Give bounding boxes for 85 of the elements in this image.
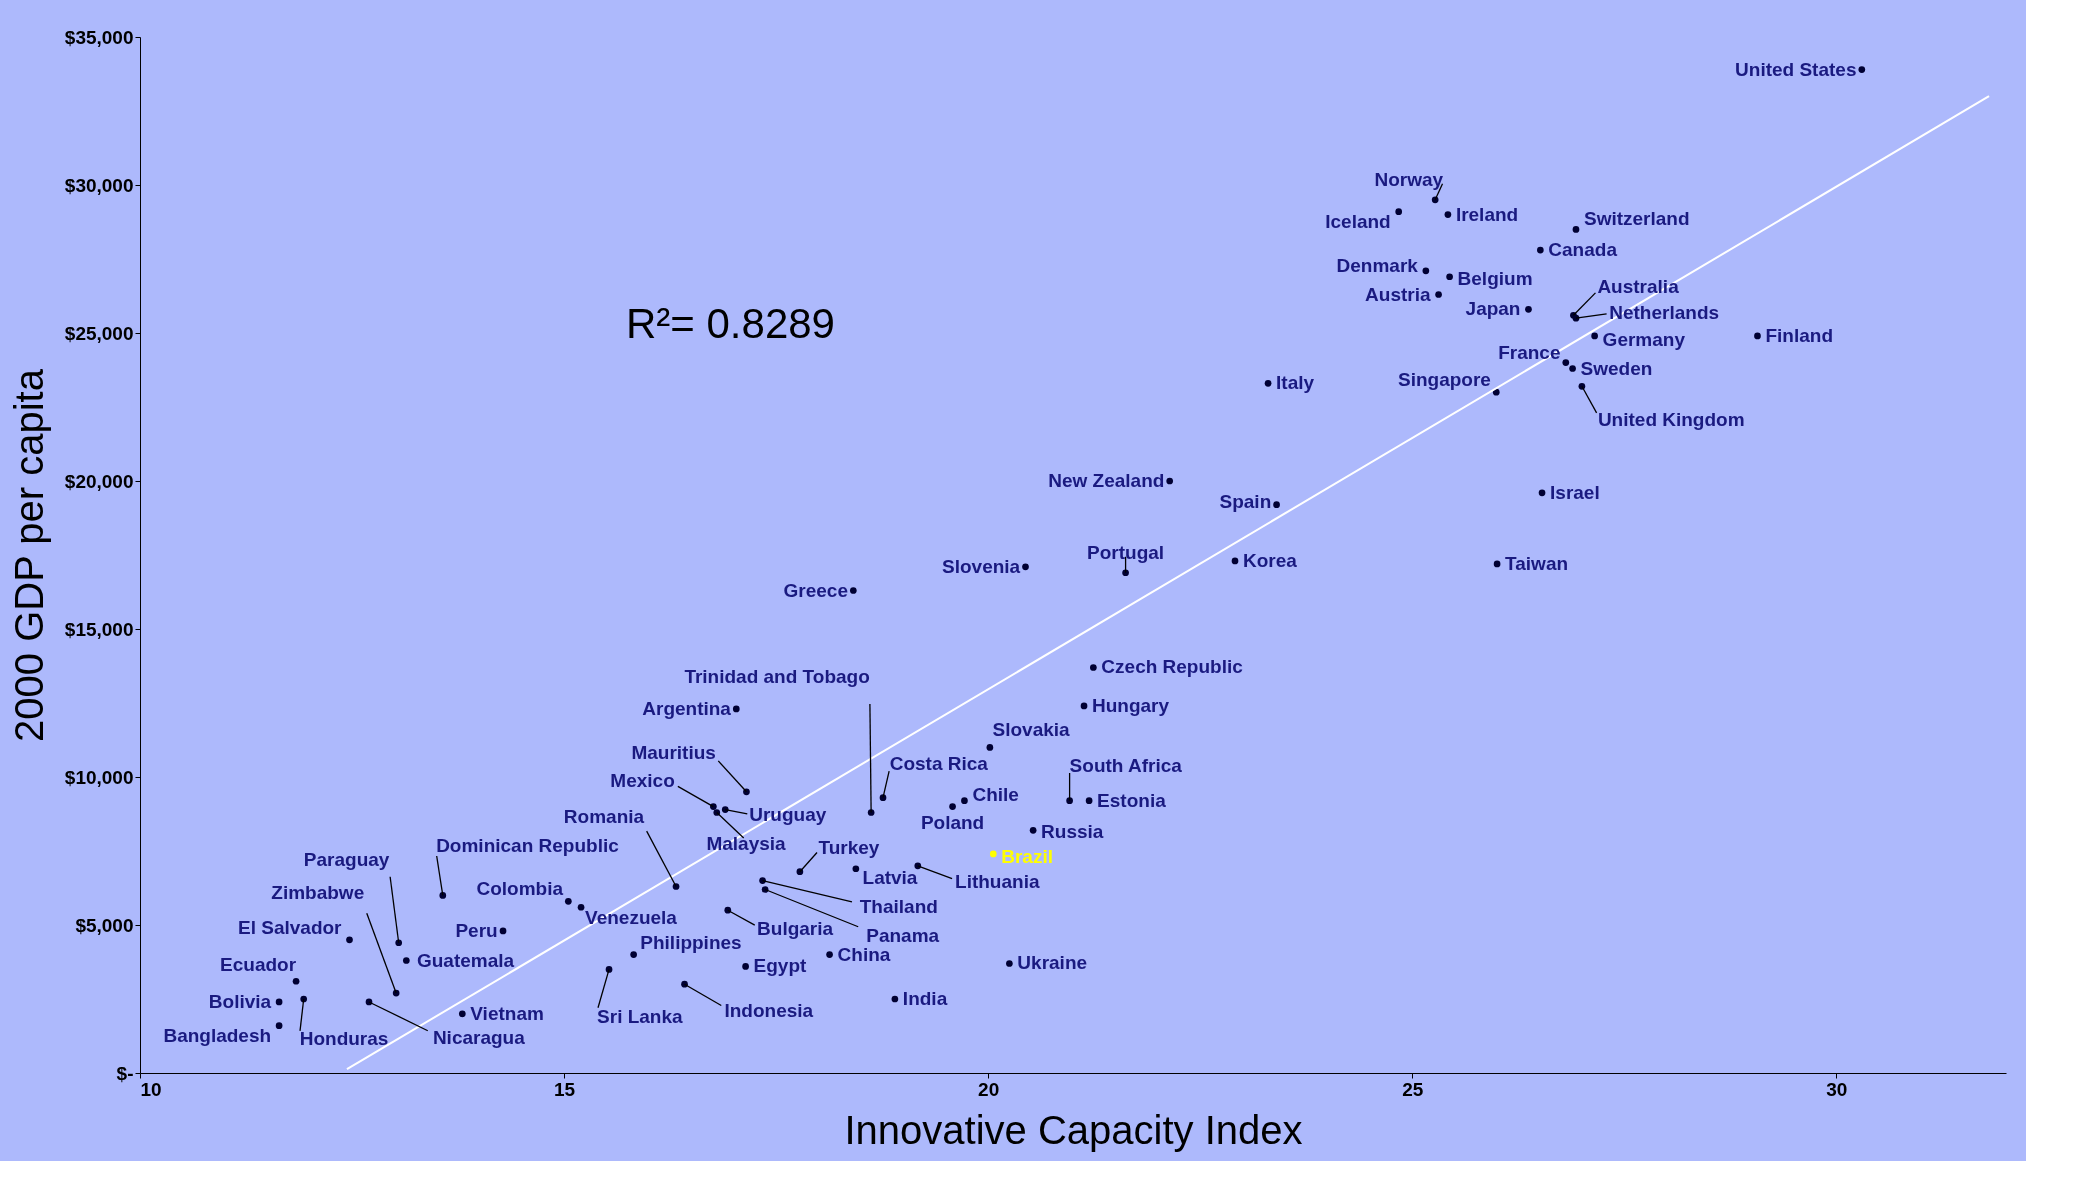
annotation: Mauritius <box>631 742 716 764</box>
annotation: Ireland <box>1455 203 1519 225</box>
annotation: Switzerland <box>1583 207 1690 229</box>
annotation: Ecuador <box>220 954 297 976</box>
annotation: Paraguay <box>303 849 390 871</box>
x-axis-title: Innovative Capacity Index <box>844 1107 1303 1152</box>
annotation: Italy <box>1276 372 1315 394</box>
annotation: Uruguay <box>749 803 827 825</box>
annotation: Honduras <box>299 1027 389 1049</box>
annotation: Thailand <box>859 896 938 918</box>
annotation: Argentina <box>642 697 732 719</box>
annotation: Bangladesh <box>163 1025 272 1047</box>
annotation: Norway <box>1374 168 1444 190</box>
annotation: Netherlands <box>1609 301 1720 323</box>
x-tick-label: 30 <box>1826 1078 1848 1100</box>
annotation: Singapore <box>1398 369 1491 391</box>
annotation: Mexico <box>610 770 675 792</box>
annotation: Spain <box>1219 491 1272 513</box>
y-tick-label: $25,000 <box>64 322 134 344</box>
annotation: South Africa <box>1069 755 1183 777</box>
annotation: Czech Republic <box>1101 656 1244 678</box>
annotation: Bolivia <box>208 990 272 1012</box>
annotation: Portugal <box>1087 541 1165 563</box>
x-tick-label: 10 <box>140 1078 162 1100</box>
annotation: Poland <box>920 811 985 833</box>
annotation: Sri Lanka <box>597 1006 684 1028</box>
annotation: United States <box>1735 58 1857 80</box>
annotation: Slovakia <box>992 719 1071 741</box>
annotation: Slovenia <box>942 555 1021 577</box>
annotation: Greece <box>783 579 848 601</box>
annotation: Russia <box>1041 820 1104 842</box>
annotation: Canada <box>1548 239 1618 261</box>
annotation: Philippines <box>640 931 742 953</box>
annotation: El Salvador <box>238 916 343 938</box>
annotation: Latvia <box>862 867 918 889</box>
annotation: Costa Rica <box>889 753 989 775</box>
annotation: Korea <box>1242 549 1298 571</box>
annotation: Dominican Republic <box>436 835 620 857</box>
x-tick-label: 15 <box>554 1078 576 1100</box>
annotation: India <box>902 988 948 1009</box>
annotation: Zimbabwe <box>271 882 365 904</box>
annotation: R²= 0.8289 <box>626 300 835 347</box>
y-tick-label: $10,000 <box>64 766 134 788</box>
y-tick-label: $- <box>116 1062 134 1084</box>
annotation: Ukraine <box>1017 952 1088 974</box>
y-tick-label: $20,000 <box>64 470 134 492</box>
annotation: Malaysia <box>706 833 787 855</box>
y-axis-title: 2000 GDP per capita <box>6 368 51 742</box>
annotation: Sweden <box>1580 357 1653 379</box>
y-tick-label: $30,000 <box>64 174 134 196</box>
annotation: Austria <box>1365 283 1432 305</box>
annotation: Indonesia <box>724 999 814 1021</box>
annotation: Denmark <box>1336 254 1419 276</box>
annotation: Nicaragua <box>432 1026 526 1048</box>
x-tick-label: 20 <box>978 1078 1000 1100</box>
annotation: France <box>1498 342 1561 364</box>
annotation: Trinidad and Tobago <box>684 665 870 687</box>
annotation: Belgium <box>1457 268 1533 290</box>
annotation: Australia <box>1597 276 1680 298</box>
annotation: Venezuela <box>585 906 678 928</box>
annotation: New Zealand <box>1048 470 1165 491</box>
annotation: Finland <box>1765 324 1834 346</box>
annotation: Japan <box>1465 298 1521 320</box>
x-tick-label: 25 <box>1402 1078 1424 1100</box>
annotation: Vietnam <box>470 1002 544 1024</box>
y-tick-label: $15,000 <box>64 618 134 640</box>
annotation: Peru <box>455 919 498 941</box>
annotation: Egypt <box>753 955 808 977</box>
annotation: Estonia <box>1097 789 1167 811</box>
annotation: Bulgaria <box>757 917 834 939</box>
annotation: Israel <box>1550 481 1600 503</box>
annotation: Colombia <box>476 878 564 900</box>
annotation: Chile <box>972 784 1019 806</box>
annotation: Guatemala <box>416 949 515 971</box>
annotation: Lithuania <box>955 870 1040 892</box>
annotation: Hungary <box>1092 694 1170 716</box>
annotation: Iceland <box>1325 211 1391 233</box>
y-tick-label: $5,000 <box>75 914 134 936</box>
annotation: Germany <box>1602 328 1686 350</box>
y-tick-label: $35,000 <box>64 26 134 48</box>
annotation: Turkey <box>818 836 880 858</box>
annotation: Brazil <box>1001 845 1054 867</box>
annotation: Taiwan <box>1505 552 1569 574</box>
annotation: United Kingdom <box>1597 408 1745 430</box>
annotation: Romania <box>563 806 645 828</box>
